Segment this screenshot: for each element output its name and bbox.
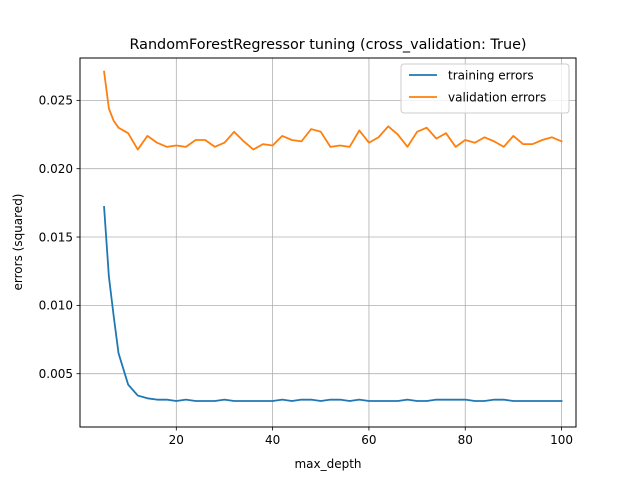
x-tick-label: 20 (169, 433, 184, 447)
legend: training errors validation errors (400, 63, 570, 114)
series-lines (103, 70, 563, 402)
legend-label-training-errors: training errors (448, 69, 534, 83)
axis-ticks: 20 40 60 80 100 0.005 0.010 0.015 0.020 0.025 (39, 94, 573, 447)
series-line-validation-errors (103, 70, 563, 151)
legend-box (400, 63, 570, 114)
y-tick-label: 0.025 (39, 94, 73, 108)
x-axis-label: max_depth (294, 457, 361, 471)
x-tick-label: 80 (458, 433, 473, 447)
y-axis-label: errors (squared) (11, 194, 25, 291)
legend-label-validation-errors: validation errors (448, 91, 546, 105)
y-tick-label: 0.015 (39, 230, 73, 244)
x-tick-label: 60 (361, 433, 376, 447)
y-tick-label: 0.020 (39, 162, 73, 176)
series-line-training-errors (103, 206, 563, 402)
y-tick-label: 0.010 (39, 299, 73, 313)
chart-title: RandomForestRegressor tuning (cross_vali… (129, 37, 526, 53)
x-tick-label: 40 (265, 433, 280, 447)
x-tick-label: 100 (550, 433, 573, 447)
y-tick-label: 0.005 (39, 367, 73, 381)
plot-area-frame (79, 57, 577, 428)
